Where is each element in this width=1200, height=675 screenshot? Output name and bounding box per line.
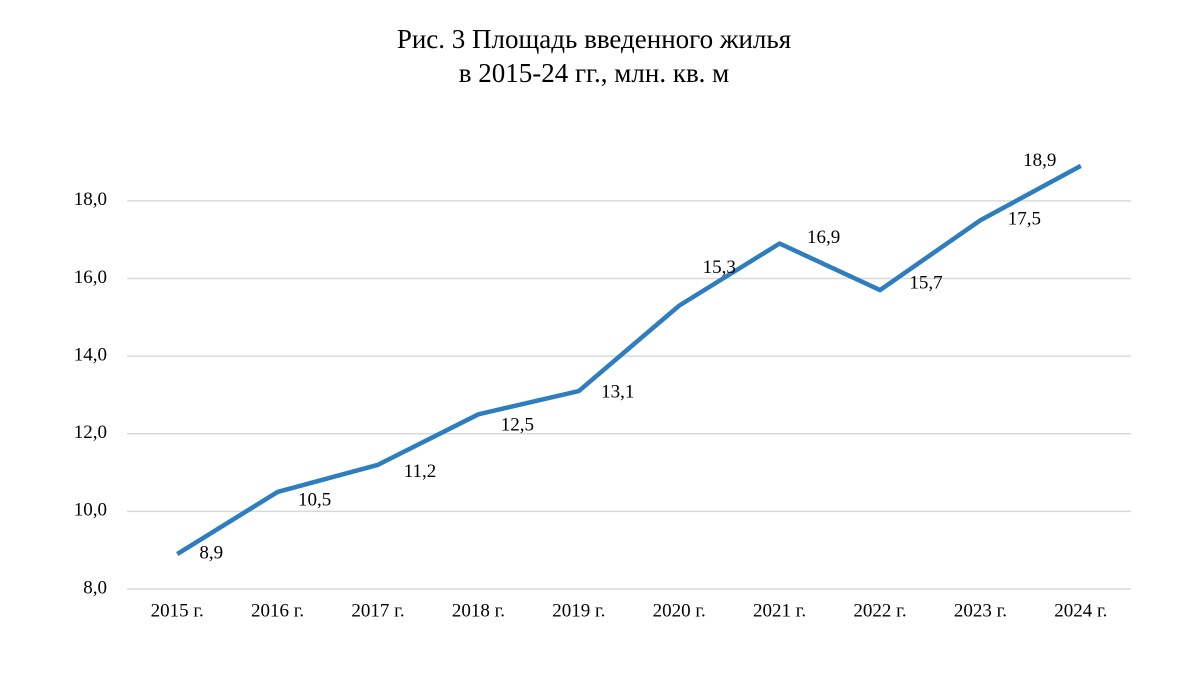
x-tick-label: 2015 г.	[151, 600, 204, 621]
y-tick-label: 18,0	[74, 189, 107, 210]
x-tick-label: 2018 г.	[452, 600, 505, 621]
y-tick-label: 16,0	[74, 267, 107, 288]
data-label: 18,9	[1023, 150, 1056, 171]
y-tick-label: 14,0	[74, 344, 107, 365]
data-label: 13,1	[601, 381, 634, 402]
x-tick-label: 2017 г.	[351, 600, 404, 621]
data-label: 17,5	[1008, 209, 1041, 230]
x-tick-label: 2023 г.	[954, 600, 1007, 621]
chart-title: в 2015-24 гг., млн. кв. м	[459, 58, 730, 88]
data-label: 12,5	[501, 415, 534, 436]
data-label: 11,2	[404, 461, 437, 482]
x-tick-label: 2021 г.	[753, 600, 806, 621]
chart-title: Рис. 3 Площадь введенного жилья	[397, 24, 791, 54]
x-tick-label: 2022 г.	[853, 600, 906, 621]
x-tick-label: 2024 г.	[1054, 600, 1107, 621]
y-tick-label: 12,0	[74, 422, 107, 443]
data-line	[176, 163, 1082, 556]
data-label: 16,9	[807, 227, 840, 248]
data-label: 15,7	[909, 272, 942, 293]
y-tick-label: 10,0	[74, 500, 107, 521]
data-label: 15,3	[703, 257, 736, 278]
data-label: 10,5	[298, 489, 331, 510]
data-label: 8,9	[199, 542, 223, 563]
x-tick-label: 2016 г.	[251, 600, 304, 621]
x-tick-label: 2019 г.	[552, 600, 605, 621]
x-tick-label: 2020 г.	[653, 600, 706, 621]
y-tick-label: 8,0	[83, 577, 107, 598]
